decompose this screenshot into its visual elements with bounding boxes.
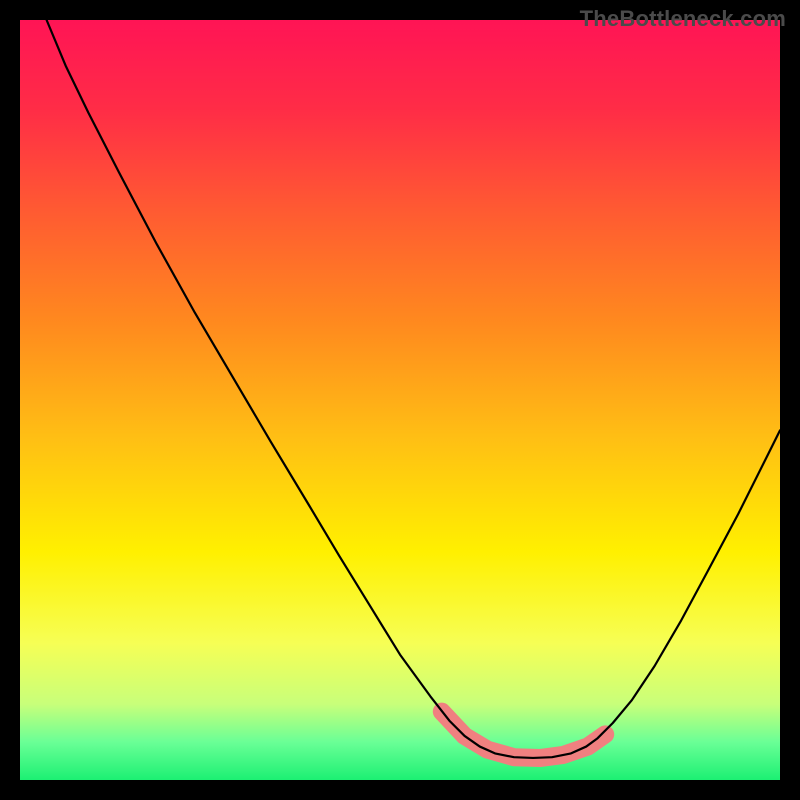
plot-background [20,20,780,780]
watermark-text: TheBottleneck.com [580,6,786,32]
chart-svg [0,0,800,800]
chart-stage: TheBottleneck.com [0,0,800,800]
